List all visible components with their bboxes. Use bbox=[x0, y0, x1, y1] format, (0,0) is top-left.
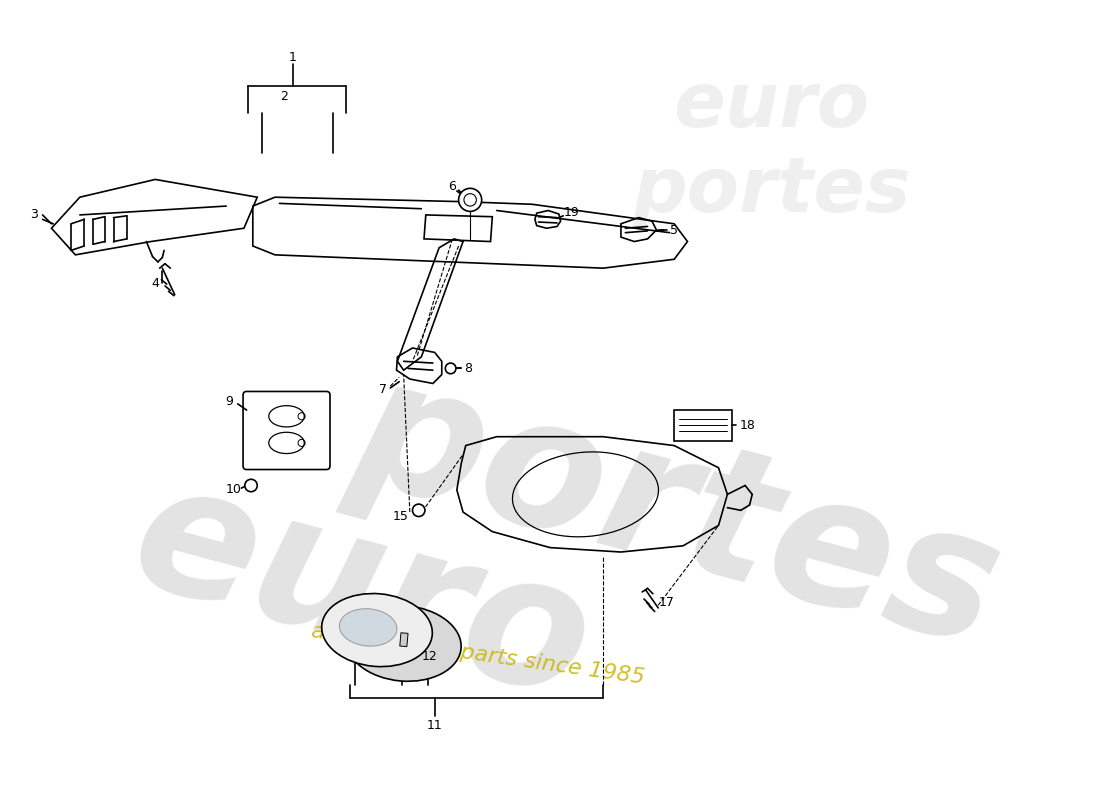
Text: 1: 1 bbox=[289, 51, 297, 65]
Text: 17: 17 bbox=[659, 596, 675, 609]
Text: 11: 11 bbox=[427, 718, 442, 731]
Text: 7: 7 bbox=[379, 383, 387, 396]
Text: a passion for parts since 1985: a passion for parts since 1985 bbox=[310, 621, 647, 687]
Text: 9: 9 bbox=[224, 394, 233, 408]
Circle shape bbox=[412, 504, 425, 517]
Ellipse shape bbox=[340, 609, 397, 646]
Text: 10: 10 bbox=[226, 483, 241, 497]
Circle shape bbox=[459, 188, 482, 211]
Text: 5: 5 bbox=[670, 223, 679, 237]
Text: 8: 8 bbox=[464, 362, 472, 375]
Circle shape bbox=[245, 479, 257, 492]
Text: 4: 4 bbox=[152, 277, 160, 290]
Text: euro: euro bbox=[116, 447, 609, 737]
Text: 12: 12 bbox=[421, 650, 437, 663]
Text: 14: 14 bbox=[346, 650, 363, 663]
Text: 6: 6 bbox=[449, 180, 456, 193]
Text: 13: 13 bbox=[394, 650, 409, 663]
Bar bbox=[399, 633, 408, 646]
Circle shape bbox=[446, 363, 456, 374]
Text: euro
portes: euro portes bbox=[632, 69, 911, 228]
Text: 18: 18 bbox=[740, 418, 756, 432]
Text: 2: 2 bbox=[279, 90, 288, 103]
Ellipse shape bbox=[321, 594, 432, 666]
Bar bbox=[674, 410, 732, 441]
Text: 19: 19 bbox=[563, 206, 579, 218]
Text: 3: 3 bbox=[30, 209, 37, 222]
Text: 15: 15 bbox=[393, 510, 409, 523]
Ellipse shape bbox=[346, 606, 461, 682]
Text: portes: portes bbox=[337, 342, 1019, 682]
